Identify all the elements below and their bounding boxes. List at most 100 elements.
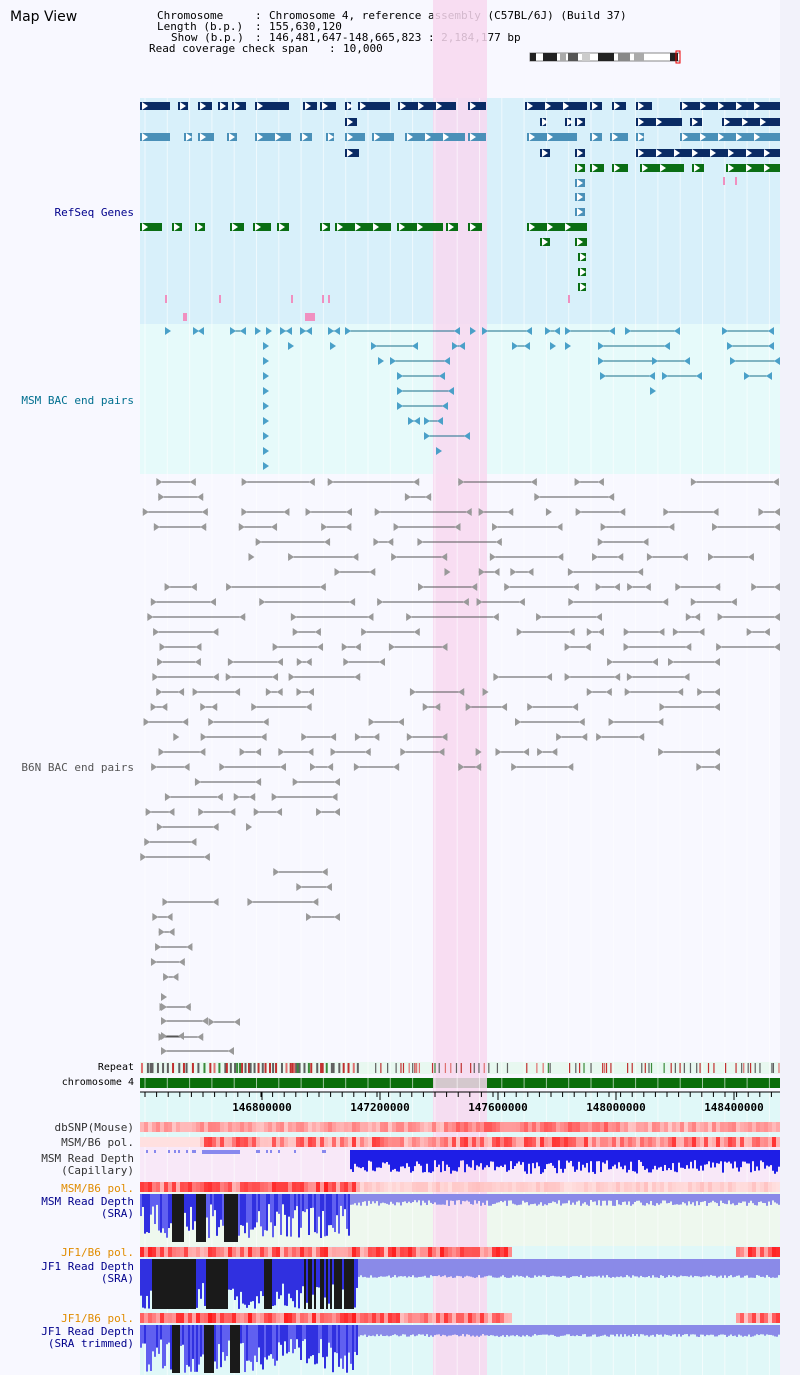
gene-strand-arrow — [347, 133, 353, 141]
depth-bar — [282, 1194, 284, 1205]
msm-bac-end — [652, 357, 658, 365]
depth-bar — [568, 1194, 570, 1201]
depth-bar — [694, 1259, 696, 1276]
repeat-element — [295, 1063, 298, 1073]
depth-bar — [658, 1259, 660, 1278]
b6n-bac-pair-end — [714, 688, 720, 696]
heat-cell — [380, 1122, 384, 1132]
depth-bar — [518, 1325, 520, 1337]
heat-cell — [676, 1137, 680, 1147]
depth-bar — [598, 1150, 600, 1162]
depth-bar — [252, 1259, 254, 1302]
depth-bar — [564, 1259, 566, 1276]
depth-bar — [762, 1150, 764, 1163]
gene-strand-arrow — [746, 149, 752, 157]
heat-cell — [408, 1313, 412, 1323]
heat-cell — [296, 1247, 300, 1257]
depth-bar — [408, 1325, 410, 1337]
depth-bar — [492, 1194, 494, 1205]
depth-bar — [180, 1259, 182, 1309]
depth-bar — [400, 1194, 402, 1206]
depth-bar — [202, 1259, 204, 1284]
msm-bac-pair-end — [684, 357, 690, 365]
b6n-bac-pair-end — [642, 538, 649, 546]
depth-bar — [742, 1150, 744, 1162]
heat-cell — [176, 1182, 180, 1192]
b6n-bac-pair-end — [182, 718, 189, 726]
ideogram-band — [582, 53, 590, 61]
depth-bar — [242, 1325, 244, 1343]
depth-bar — [244, 1259, 246, 1305]
depth-bar — [506, 1325, 508, 1336]
gene-exon-block — [398, 102, 456, 110]
b6n-bac-pair-end — [142, 508, 149, 516]
depth-bar — [324, 1194, 326, 1237]
repeat-element — [478, 1063, 480, 1073]
depth-bar — [470, 1259, 472, 1277]
heat-cell — [144, 1182, 148, 1192]
gene-strand-arrow — [232, 223, 238, 231]
repeat-element — [356, 1063, 359, 1073]
b6n-bac-pair-end — [465, 703, 472, 711]
depth-bar — [144, 1325, 146, 1344]
heat-cell — [752, 1247, 756, 1257]
heat-cell — [360, 1313, 364, 1323]
gene-strand-arrow — [400, 102, 406, 110]
depth-bar — [644, 1150, 646, 1170]
depth-bar — [356, 1325, 358, 1356]
heat-cell — [728, 1137, 732, 1147]
depth-bar — [414, 1325, 416, 1337]
depth-bar — [232, 1150, 234, 1154]
depth-bar — [520, 1194, 522, 1205]
heat-cell — [696, 1122, 700, 1132]
heat-cell — [372, 1137, 376, 1147]
repeat-element — [683, 1063, 685, 1073]
depth-bar — [496, 1150, 498, 1167]
heat-cell — [176, 1122, 180, 1132]
b6n-bac-pair-end — [276, 808, 283, 816]
heat-cell — [500, 1313, 504, 1323]
heat-cell — [308, 1137, 312, 1147]
depth-bar — [296, 1325, 298, 1340]
heat-cell — [376, 1313, 380, 1323]
depth-bar — [774, 1150, 776, 1174]
depth-bar — [384, 1150, 386, 1164]
depth-bar — [714, 1259, 716, 1276]
depth-bar — [420, 1194, 422, 1206]
repeat-element — [741, 1063, 743, 1073]
colon: : — [255, 9, 262, 22]
track-label-b6n-bac[interactable]: B6N BAC end pairs — [21, 761, 134, 774]
depth-bar — [202, 1194, 204, 1242]
depth-bar — [756, 1259, 758, 1276]
heat-cell — [296, 1122, 300, 1132]
depth-bar — [690, 1150, 692, 1162]
gene-strand-arrow — [418, 102, 424, 110]
b6n-bac-pair-end — [568, 628, 575, 636]
repeat-element — [648, 1063, 650, 1073]
track-label-refseq[interactable]: RefSeq Genes — [54, 206, 134, 219]
depth-bar — [680, 1150, 682, 1168]
gene-strand-arrow — [592, 102, 598, 110]
depth-bar — [270, 1325, 272, 1355]
gene-strand-arrow — [656, 118, 662, 126]
depth-bar — [338, 1259, 340, 1309]
depth-bar — [456, 1194, 458, 1201]
heat-cell — [172, 1122, 176, 1132]
colon: : — [255, 31, 262, 44]
track-label-msm-bac[interactable]: MSM BAC end pairs — [21, 394, 134, 407]
heat-cell — [704, 1137, 708, 1147]
b6n-bac-pair-end — [406, 613, 413, 621]
depth-bar — [510, 1150, 512, 1162]
b6n-bac-pair-end — [219, 763, 226, 771]
depth-bar — [770, 1259, 772, 1278]
heat-cell — [556, 1182, 560, 1192]
heat-cell — [296, 1182, 300, 1192]
heat-cell — [600, 1137, 604, 1147]
heat-cell — [664, 1137, 668, 1147]
heat-cell — [464, 1313, 468, 1323]
depth-bar — [390, 1259, 392, 1278]
repeat-element — [225, 1063, 228, 1073]
b6n-bac-pair-end — [345, 523, 352, 531]
depth-bar — [728, 1150, 730, 1162]
